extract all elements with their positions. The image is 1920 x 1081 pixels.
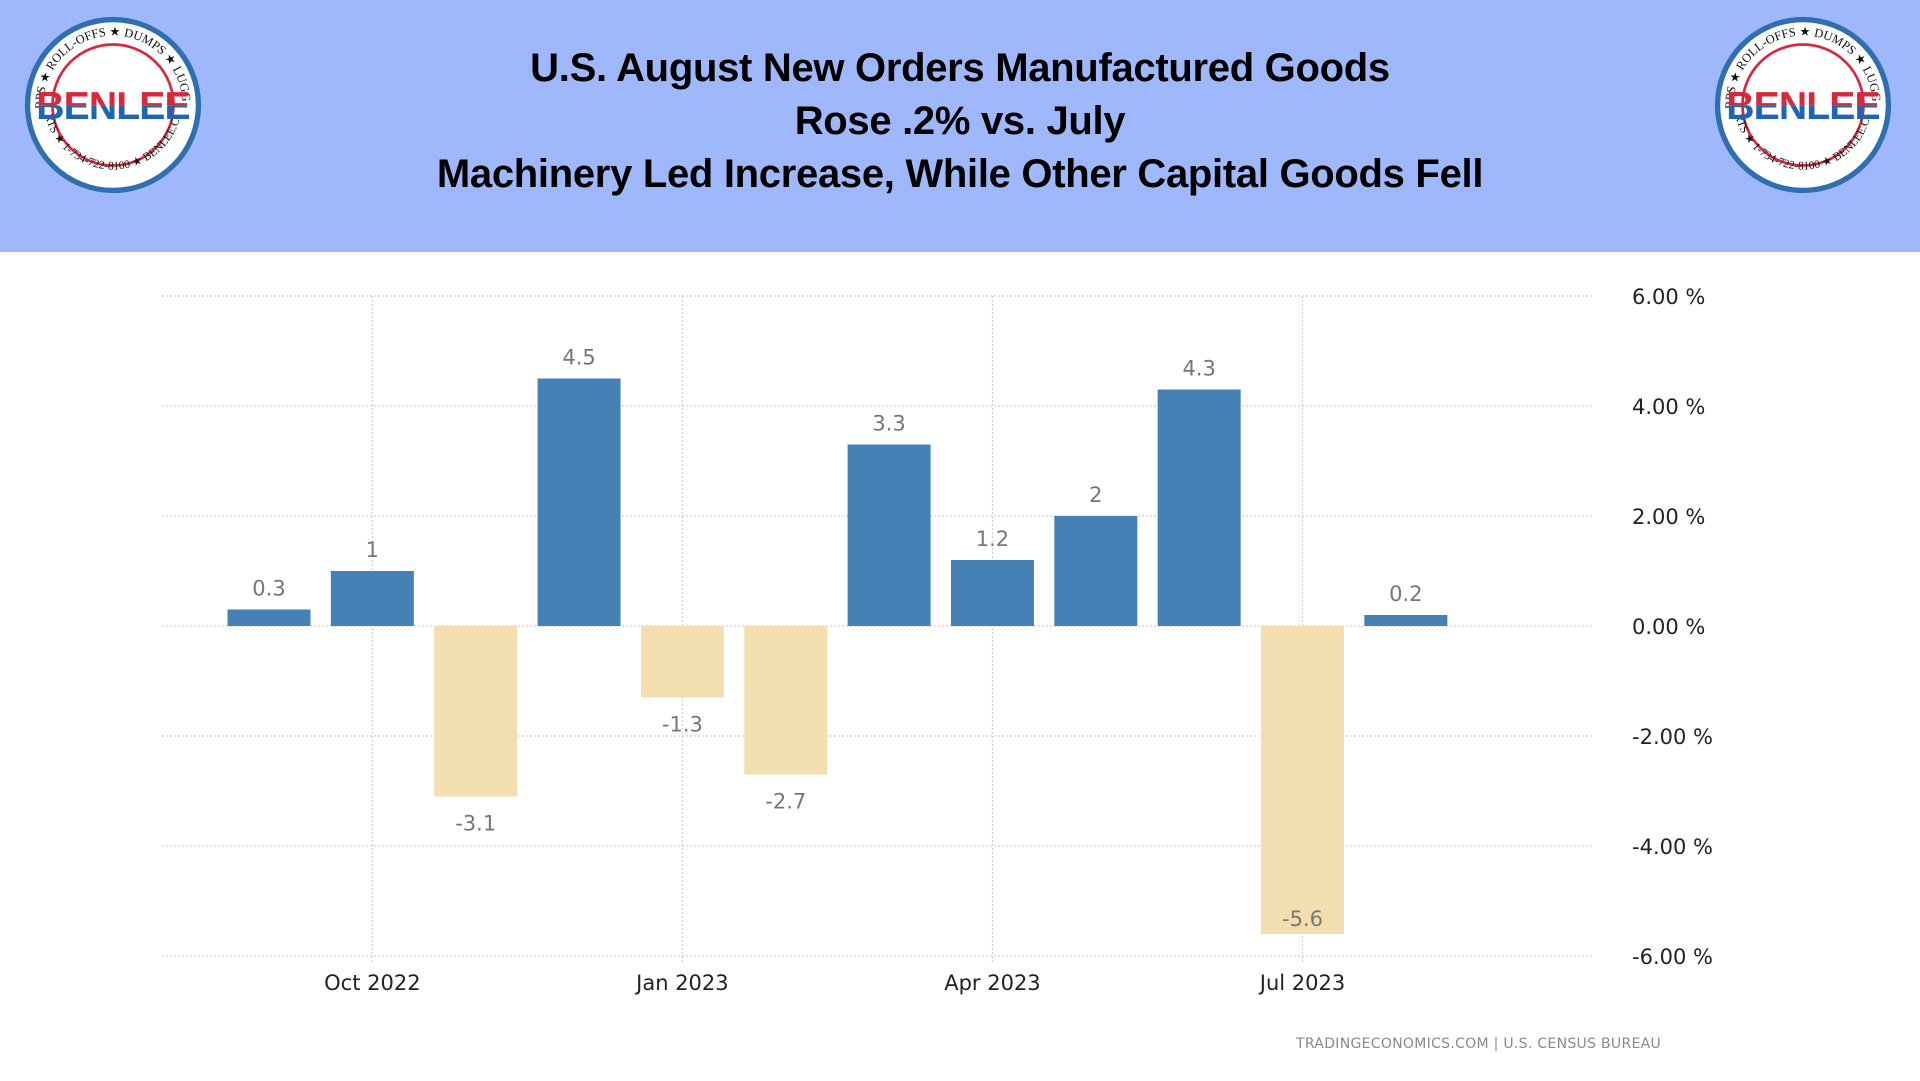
page-title: U.S. August New Orders Manufactured Good… [0, 42, 1920, 201]
x-tick-label: Jul 2023 [1258, 971, 1345, 995]
data-label: -1.3 [662, 713, 703, 737]
y-tick-label: -4.00 % [1632, 835, 1713, 859]
bar-jan-2023 [640, 626, 724, 698]
bar-chart: 0.3 1 -3.1 4.5 -1.3 -2.7 3.3 1.2 2 4.3 -5.6 0.2 6.0… [162, 285, 1713, 995]
data-label: 4.5 [562, 346, 595, 370]
data-label: 0.2 [1389, 582, 1422, 606]
data-label: 3.3 [872, 412, 905, 436]
logo-brand-lower: BENLEE [36, 85, 189, 128]
y-tick-label: 0.00 % [1632, 615, 1705, 639]
bar-mar-2023 [847, 444, 931, 626]
logo-brand: BENLEE [1726, 85, 1879, 128]
header-banner: TARPS ★ ROLL-OFFS ★ DUMPS ★ LUGGERS PART… [0, 0, 1920, 252]
benlee-logo-right: TARPS ★ ROLL-OFFS ★ DUMPS ★ LUGGERS PART… [1714, 16, 1892, 194]
bar-jul-2023 [1261, 626, 1344, 934]
x-tick-label: Jan 2023 [634, 971, 729, 995]
x-axis-tick-labels: Oct 2022 Jan 2023 Apr 2023 Jul 2023 [324, 971, 1345, 995]
y-tick-label: -2.00 % [1632, 725, 1713, 749]
y-axis-tick-labels: 6.00 % 4.00 % 2.00 % 0.00 % -2.00 % -4.00 % -6… [1632, 285, 1713, 969]
logo-brand: BENLEE [36, 85, 189, 128]
title-line-3: Machinery Led Increase, While Other Capi… [436, 152, 1484, 196]
data-label: -3.1 [455, 812, 496, 836]
y-tick-label: 6.00 % [1632, 285, 1705, 309]
source-credit: TRADINGECONOMICS.COM | U.S. CENSUS BUREA… [1296, 1036, 1662, 1052]
logo-brand-lower: BENLEE [1726, 85, 1879, 128]
bar-feb-2023 [744, 626, 828, 775]
y-tick-label: 4.00 % [1632, 395, 1705, 419]
bar-may-2023 [1054, 516, 1138, 626]
data-label: -5.6 [1282, 907, 1323, 931]
data-label: 0.3 [252, 577, 285, 601]
bar-nov-2022 [434, 626, 518, 797]
y-tick-label: 2.00 % [1632, 505, 1705, 529]
bar-dec-2022 [537, 378, 621, 626]
data-label: 1.2 [976, 527, 1009, 551]
bar-jun-2023 [1157, 389, 1241, 626]
data-labels: 0.3 1 -3.1 4.5 -1.3 -2.7 3.3 1.2 2 4.3 -5.6 0.2 [252, 346, 1422, 932]
data-label: 1 [366, 538, 379, 562]
benlee-logo-left: TARPS ★ ROLL-OFFS ★ DUMPS ★ LUGGERS PART… [24, 16, 202, 194]
bars [227, 378, 1448, 934]
y-tick-label: -6.00 % [1632, 945, 1713, 969]
data-label: 2 [1089, 483, 1102, 507]
data-label: -2.7 [765, 790, 806, 814]
bar-oct-2022 [330, 571, 414, 626]
bar-aug-2023 [1364, 615, 1448, 626]
x-tick-label: Oct 2022 [324, 971, 420, 995]
bar-sep-2022 [227, 609, 311, 626]
title-line-1: U.S. August New Orders Manufactured Good… [530, 46, 1390, 90]
data-label: 4.3 [1182, 357, 1215, 381]
x-tick-label: Apr 2023 [944, 971, 1040, 995]
title-line-2: Rose .2% vs. July [794, 99, 1126, 143]
bar-apr-2023 [950, 560, 1034, 626]
